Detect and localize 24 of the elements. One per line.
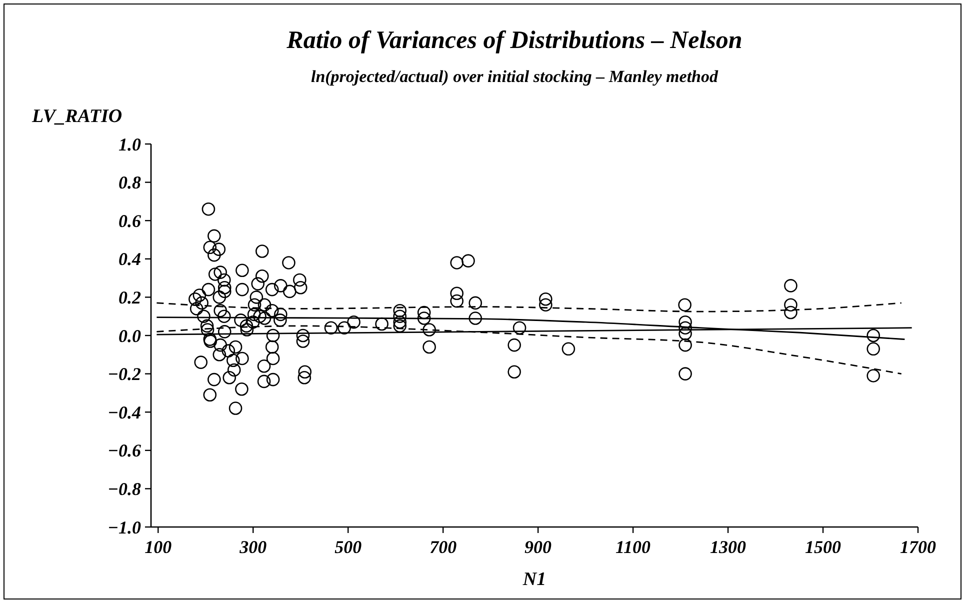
y-tick-label: 0.8 — [118, 172, 141, 193]
y-tick-label: 1.0 — [118, 134, 141, 154]
y-tick-label: 0.0 — [118, 326, 141, 346]
x-tick-label: 700 — [430, 537, 457, 557]
x-tick-label: 1300 — [710, 537, 746, 557]
x-tick-label: 1700 — [900, 537, 936, 557]
x-axis-title: N1 — [522, 569, 546, 590]
x-tick-label: 1100 — [616, 537, 651, 557]
y-tick-label: −0.8 — [108, 479, 141, 499]
y-tick-label: 0.4 — [118, 249, 141, 270]
x-tick-label: 900 — [524, 537, 552, 557]
y-tick-label: −0.6 — [108, 440, 141, 461]
y-tick-label: 0.2 — [118, 288, 141, 308]
chart-subtitle: ln(projected/actual) over initial stocking – Manley method — [310, 67, 719, 86]
y-tick-label: −0.2 — [108, 364, 141, 384]
y-tick-label: 0.6 — [118, 210, 141, 231]
y-axis-title: LV_RATIO — [31, 106, 122, 127]
y-tick-label: −1.0 — [108, 517, 141, 538]
y-tick-label: −0.4 — [108, 402, 141, 422]
x-tick-label: 300 — [238, 537, 267, 557]
x-tick-label: 1500 — [805, 537, 842, 557]
x-tick-label: 500 — [334, 537, 362, 557]
chart-title: Ratio of Variances of Distributions – Nelson — [286, 27, 742, 54]
x-tick-label: 100 — [144, 537, 172, 557]
